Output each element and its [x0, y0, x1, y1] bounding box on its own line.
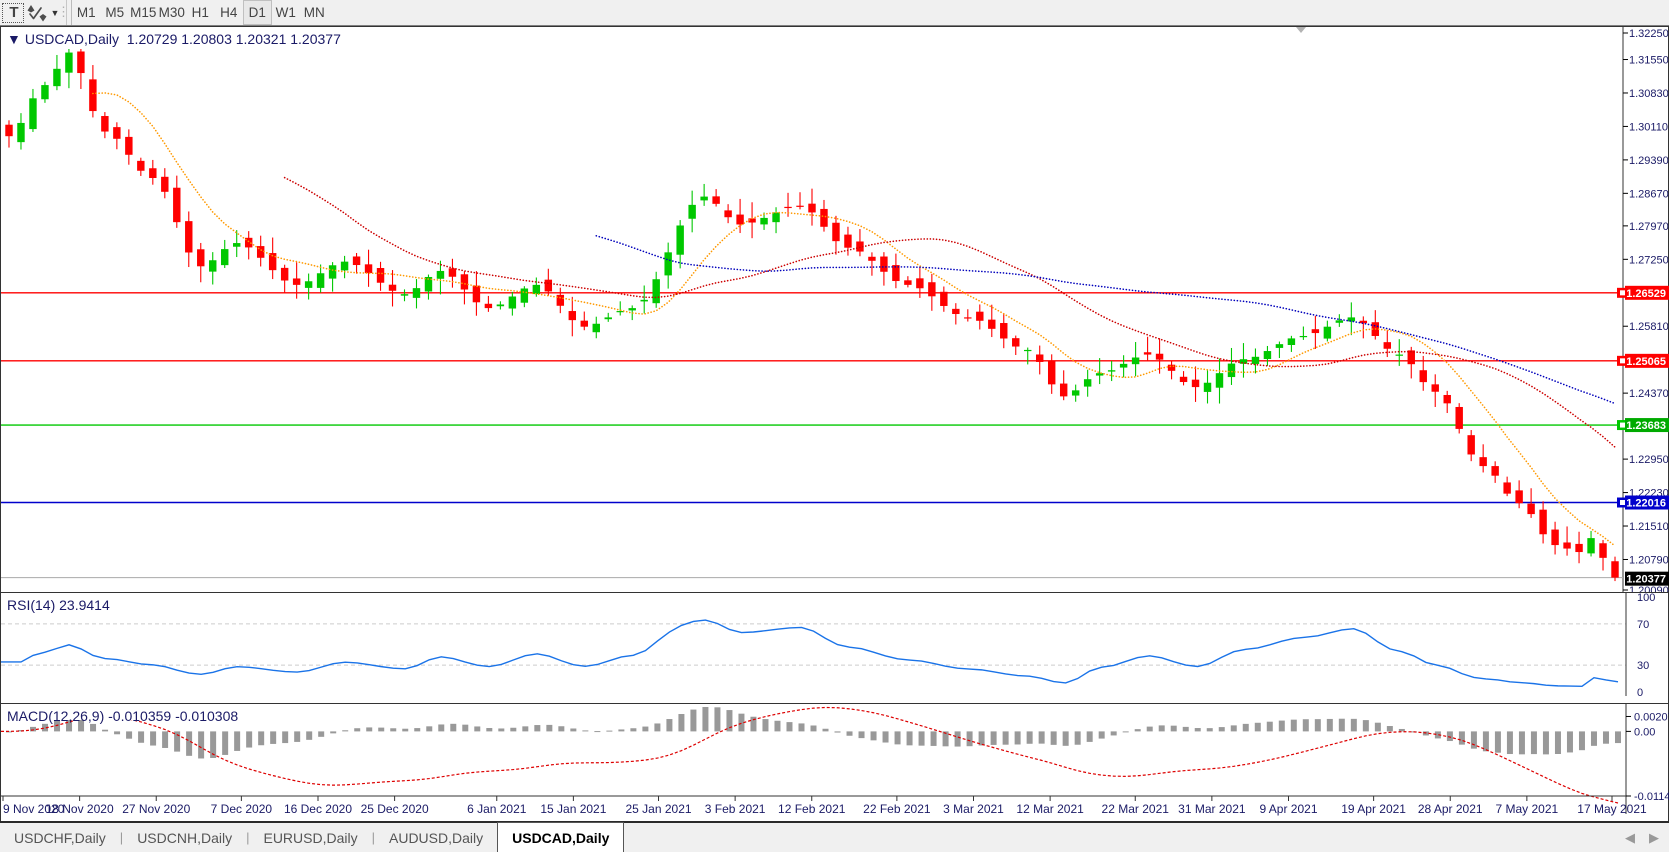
svg-text:19 Apr 2021: 19 Apr 2021 [1341, 802, 1406, 816]
svg-text:22 Feb 2021: 22 Feb 2021 [863, 802, 931, 816]
svg-text:1.22016: 1.22016 [1626, 498, 1666, 510]
svg-text:0.00207: 0.00207 [1634, 711, 1669, 723]
svg-text:25 Dec 2020: 25 Dec 2020 [361, 802, 429, 816]
svg-text:1.20377: 1.20377 [1626, 574, 1666, 586]
svg-text:100: 100 [1637, 592, 1655, 604]
svg-text:18 Nov 2020: 18 Nov 2020 [46, 802, 114, 816]
svg-text:1.25065: 1.25065 [1626, 356, 1666, 368]
svg-text:7 May 2021: 7 May 2021 [1496, 802, 1559, 816]
svg-text:1.31550: 1.31550 [1629, 55, 1669, 67]
svg-text:1.32250: 1.32250 [1629, 28, 1669, 40]
svg-text:15 Jan 2021: 15 Jan 2021 [540, 802, 606, 816]
svg-text:3 Feb 2021: 3 Feb 2021 [705, 802, 766, 816]
svg-text:1.30110: 1.30110 [1629, 121, 1668, 133]
svg-text:1.27970: 1.27970 [1629, 221, 1669, 233]
svg-text:1.20790: 1.20790 [1629, 554, 1669, 566]
svg-text:1.29390: 1.29390 [1629, 155, 1669, 167]
svg-text:3 Mar 2021: 3 Mar 2021 [943, 802, 1004, 816]
svg-text:0.00: 0.00 [1634, 726, 1655, 738]
svg-text:25 Jan 2021: 25 Jan 2021 [625, 802, 691, 816]
svg-text:31 Mar 2021: 31 Mar 2021 [1178, 802, 1246, 816]
svg-text:28 Apr 2021: 28 Apr 2021 [1418, 802, 1483, 816]
svg-text:12 Feb 2021: 12 Feb 2021 [778, 802, 846, 816]
svg-text:9 Apr 2021: 9 Apr 2021 [1259, 802, 1317, 816]
svg-text:70: 70 [1637, 619, 1649, 631]
svg-text:1.30830: 1.30830 [1629, 88, 1669, 100]
svg-text:1.28670: 1.28670 [1629, 188, 1669, 200]
svg-text:1.24370: 1.24370 [1629, 388, 1669, 400]
svg-text:17 May 2021: 17 May 2021 [1577, 802, 1647, 816]
svg-text:7 Dec 2020: 7 Dec 2020 [211, 802, 273, 816]
svg-text:1.27250: 1.27250 [1629, 254, 1669, 266]
svg-text:1.22950: 1.22950 [1629, 454, 1669, 466]
svg-text:1.21510: 1.21510 [1629, 521, 1669, 533]
svg-text:27 Nov 2020: 27 Nov 2020 [122, 802, 190, 816]
svg-text:6 Jan 2021: 6 Jan 2021 [467, 802, 527, 816]
svg-text:1.25810: 1.25810 [1629, 321, 1669, 333]
svg-text:16 Dec 2020: 16 Dec 2020 [284, 802, 352, 816]
svg-text:0: 0 [1637, 687, 1643, 699]
svg-text:1.26529: 1.26529 [1626, 288, 1666, 300]
svg-text:1.23683: 1.23683 [1626, 420, 1666, 432]
svg-text:30: 30 [1637, 660, 1649, 672]
svg-text:12 Mar 2021: 12 Mar 2021 [1016, 802, 1084, 816]
svg-text:22 Mar 2021: 22 Mar 2021 [1102, 802, 1170, 816]
